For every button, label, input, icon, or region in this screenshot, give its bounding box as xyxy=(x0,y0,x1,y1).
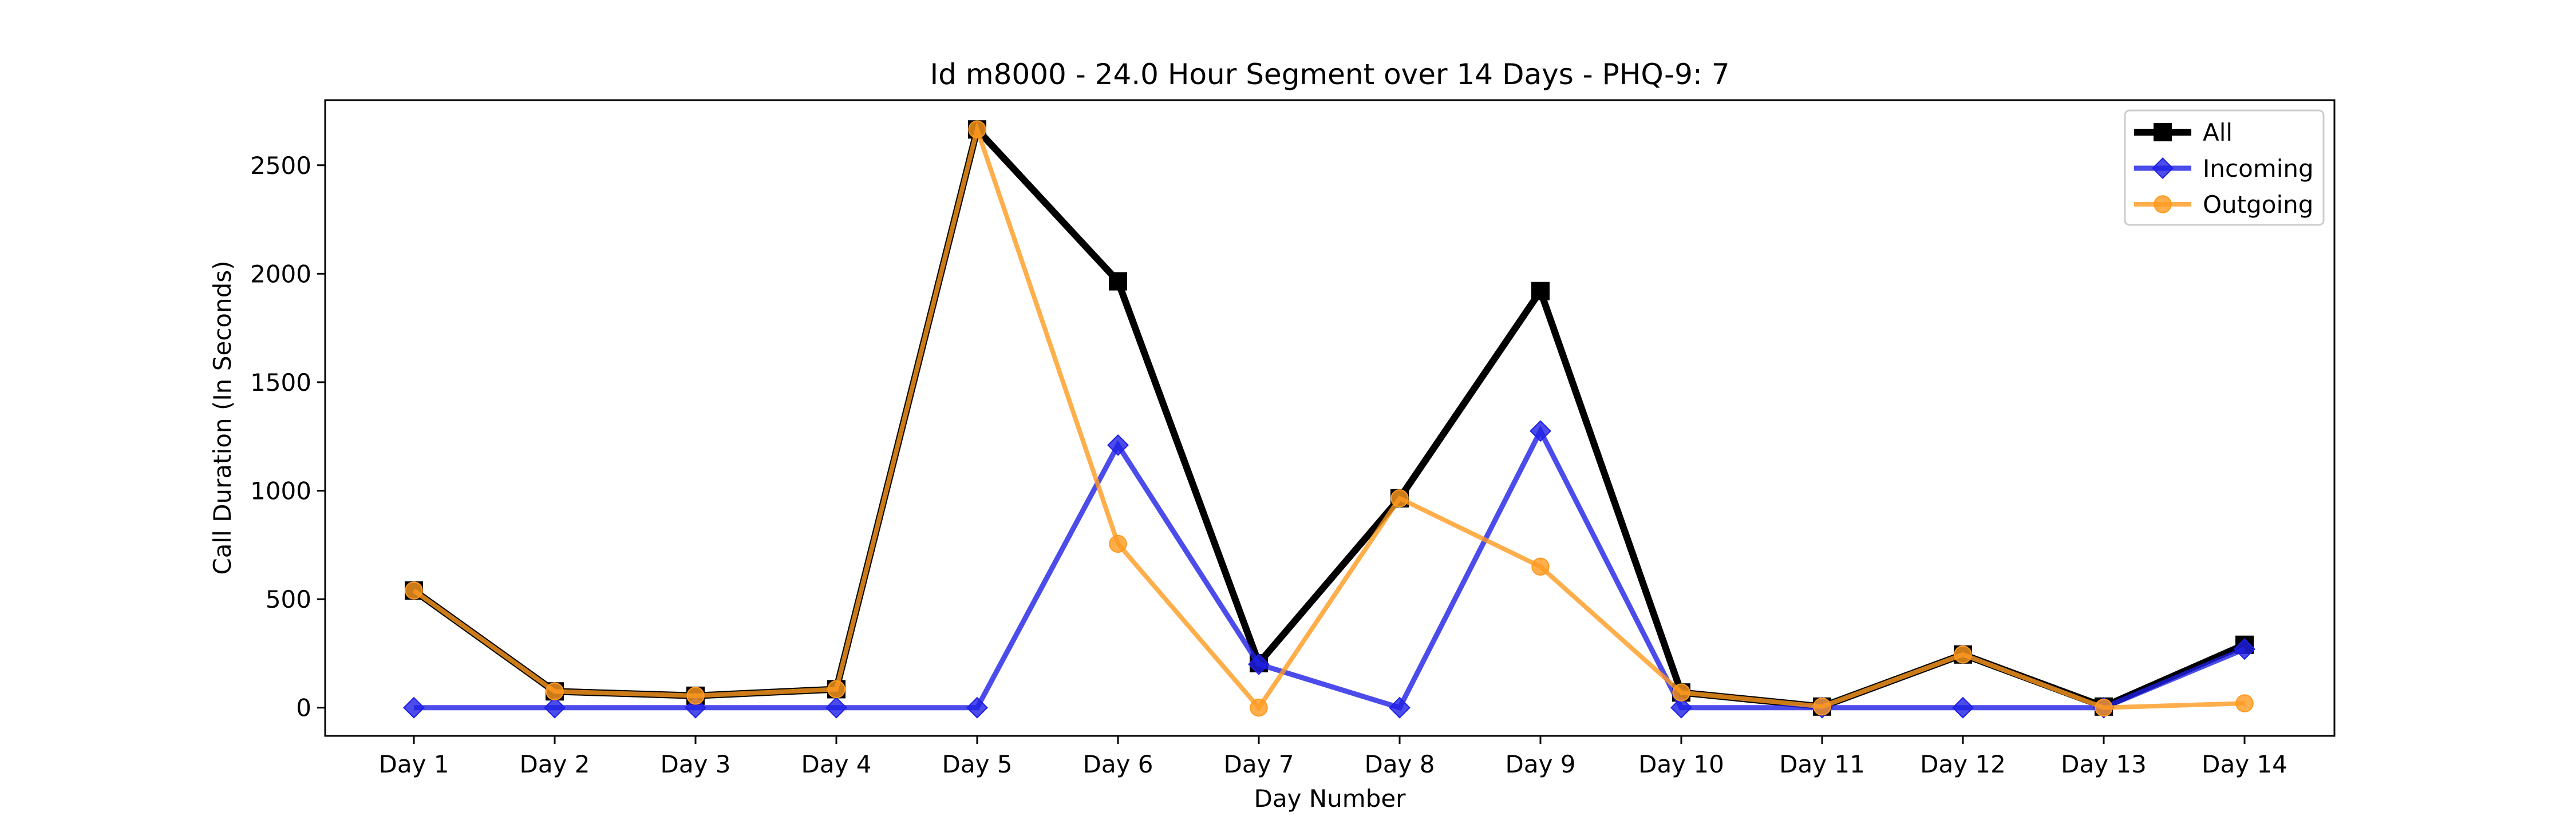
x-tick-label: Day 1 xyxy=(378,750,449,778)
data-point-diamond xyxy=(1530,420,1551,442)
data-point-circle xyxy=(1109,534,1127,553)
x-tick-label: Day 4 xyxy=(801,750,871,778)
x-tick-label: Day 7 xyxy=(1223,750,1294,778)
y-axis-label: Call Duration (In Seconds) xyxy=(208,260,236,575)
y-tick-label: 0 xyxy=(296,694,311,722)
data-point-square xyxy=(1109,272,1127,291)
data-point-circle xyxy=(546,682,564,700)
legend-box xyxy=(2124,109,2325,226)
x-tick-label: Day 9 xyxy=(1505,750,1575,778)
y-tick-label: 1500 xyxy=(250,369,311,397)
x-tick-label: Day 3 xyxy=(660,750,730,778)
data-point-circle xyxy=(405,581,423,600)
legend: All Incoming Outgoing xyxy=(2124,109,2325,226)
data-point-diamond xyxy=(966,696,988,719)
data-point-diamond xyxy=(403,696,425,719)
data-point-square xyxy=(2154,123,2172,141)
data-point-square xyxy=(1531,282,1550,300)
x-tick-label: Day 2 xyxy=(519,750,590,778)
x-tick-label: Day 10 xyxy=(1638,750,1724,778)
data-point-circle xyxy=(827,680,846,699)
data-point-circle xyxy=(1672,683,1690,702)
y-tick-label: 500 xyxy=(266,585,311,613)
x-tick-label: Day 13 xyxy=(2061,750,2147,778)
y-tick-label: 1000 xyxy=(250,477,311,505)
data-point-diamond xyxy=(1248,653,1270,675)
data-point-diamond xyxy=(1952,696,1974,719)
data-point-diamond xyxy=(1107,434,1129,456)
data-point-circle xyxy=(1531,557,1550,576)
legend-item-outgoing: Outgoing xyxy=(2134,191,2313,219)
series-incoming xyxy=(403,420,2255,719)
legend-item-incoming: Incoming xyxy=(2134,154,2314,183)
x-axis-label: Day Number xyxy=(1254,785,1406,813)
x-tick-label: Day 11 xyxy=(1779,750,1865,778)
series-layer xyxy=(403,120,2255,719)
x-tick-label: Day 12 xyxy=(1920,750,2006,778)
series-all xyxy=(405,120,2254,716)
series-outgoing xyxy=(405,120,2254,717)
chart-title: Id m8000 - 24.0 Hour Segment over 14 Day… xyxy=(930,58,1729,91)
y-axis: 0 500 1000 1500 2000 2500 xyxy=(250,152,325,722)
data-point-diamond xyxy=(825,696,847,719)
data-point-circle xyxy=(686,687,705,705)
x-tick-label: Day 6 xyxy=(1082,750,1153,778)
legend-label: Outgoing xyxy=(2203,191,2313,219)
data-point-diamond xyxy=(2152,157,2174,179)
data-point-circle xyxy=(2154,195,2172,213)
series-line-outgoing xyxy=(412,121,2245,712)
legend-item-all: All xyxy=(2134,118,2233,146)
plot-frame xyxy=(324,99,2336,737)
legend-label: Incoming xyxy=(2203,154,2314,183)
data-point-circle xyxy=(2095,699,2113,717)
x-tick-label: Day 8 xyxy=(1364,750,1435,778)
data-point-diamond xyxy=(2234,638,2255,660)
data-point-circle xyxy=(1250,699,1268,717)
data-point-circle xyxy=(1954,645,1972,664)
data-point-diamond xyxy=(1389,696,1411,719)
y-tick-label: 2000 xyxy=(250,260,311,288)
data-point-diamond xyxy=(1670,696,1692,719)
data-point-circle xyxy=(2235,694,2254,712)
y-tick-label: 2500 xyxy=(250,152,311,180)
data-point-circle xyxy=(1813,698,1831,716)
x-tick-label: Day 14 xyxy=(2202,750,2287,778)
series-line-incoming xyxy=(414,425,2246,711)
data-point-circle xyxy=(968,120,986,138)
data-point-diamond xyxy=(544,696,566,719)
legend-label: All xyxy=(2203,118,2233,146)
x-axis: Day 1 Day 2 Day 3 Day 4 Day 5 Day 6 Day 7 Day 8… xyxy=(378,736,2287,778)
series-line-all xyxy=(412,122,2246,711)
data-point-circle xyxy=(1390,489,1409,508)
x-tick-label: Day 5 xyxy=(942,750,1012,778)
